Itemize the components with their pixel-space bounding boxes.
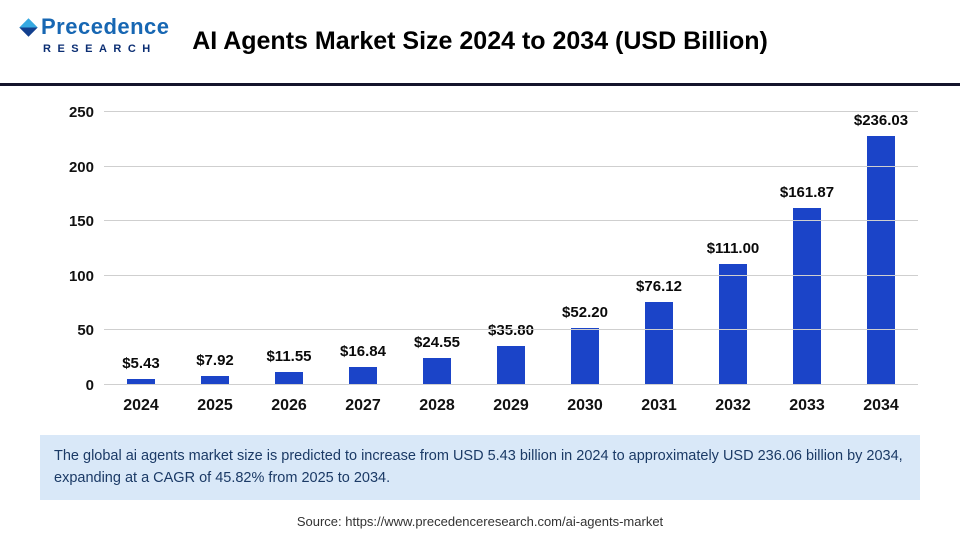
bar xyxy=(349,366,377,385)
y-tick-label: 50 xyxy=(77,322,94,340)
source-text: Source: https://www.precedenceresearch.c… xyxy=(296,513,664,529)
header: Precedence RESEARCH AI Agents Market Siz… xyxy=(0,0,960,86)
bar-group: $35.80 xyxy=(474,112,548,385)
bar-value-label: $16.84 xyxy=(340,342,386,360)
bar-value-label: $5.43 xyxy=(122,355,160,373)
x-axis-label: 2032 xyxy=(715,397,751,414)
x-axis-label: 2033 xyxy=(789,397,825,414)
bar xyxy=(275,372,303,385)
bar-group: $24.55 xyxy=(400,112,474,385)
gridline xyxy=(104,329,918,331)
bar-value-label: $11.55 xyxy=(266,348,312,366)
x-axis-label: 2029 xyxy=(493,397,529,414)
logo-line1: Precedence xyxy=(19,14,170,40)
bar-value-label: $76.12 xyxy=(636,277,682,295)
x-axis-label: 2031 xyxy=(641,397,677,414)
bar xyxy=(201,376,229,385)
x-axis-label: 2030 xyxy=(567,397,603,414)
logo-diamond-icon xyxy=(19,17,38,37)
bar xyxy=(497,345,525,385)
bar-group: $5.43 xyxy=(104,112,178,385)
bar-group: $11.55 xyxy=(252,112,326,385)
logo-brand-subtitle: RESEARCH xyxy=(43,43,157,55)
summary-note: The global ai agents market size is pred… xyxy=(40,435,920,500)
y-tick-label: 200 xyxy=(68,158,94,176)
gridline xyxy=(104,274,918,276)
gridline xyxy=(104,220,918,222)
gridline xyxy=(104,384,918,385)
bar xyxy=(793,208,821,385)
bar-group: $76.12 xyxy=(622,112,696,385)
bar xyxy=(571,328,599,385)
bar xyxy=(423,358,451,385)
y-tick-label: 100 xyxy=(68,267,94,285)
x-axis-label: 2025 xyxy=(197,397,233,414)
bar-value-label: $24.55 xyxy=(414,334,460,352)
bar-value-label: $35.80 xyxy=(488,321,534,339)
bar xyxy=(127,379,155,385)
bars-container: $5.43 $7.92 $11.55 $16.84 $24.55 $35.80 $52.20… xyxy=(104,112,918,385)
summary-note-text: The global ai agents market size is pred… xyxy=(54,448,903,487)
bar-group: $52.20 xyxy=(548,112,622,385)
bar xyxy=(645,301,673,385)
x-axis-label: 2024 xyxy=(123,397,159,414)
x-axis-label: 2027 xyxy=(345,397,381,414)
gridline xyxy=(104,165,918,167)
y-tick-label: 250 xyxy=(68,104,94,121)
gridline xyxy=(104,111,918,112)
logo: Precedence RESEARCH xyxy=(19,14,170,55)
page-title: AI Agents Market Size 2024 to 2034 (USD … xyxy=(192,27,768,55)
bar-value-label: $111.00 xyxy=(706,239,760,257)
logo-brand-name: Precedence xyxy=(41,14,170,39)
y-tick-label: 150 xyxy=(68,213,94,231)
bar xyxy=(719,263,747,385)
bar-group: $7.92 xyxy=(178,112,252,385)
bar xyxy=(867,136,895,385)
bar-value-label: $236.03 xyxy=(853,112,909,129)
x-axis-label: 2028 xyxy=(419,397,455,414)
x-axis-label: 2026 xyxy=(271,397,307,414)
bar-value-label: $161.87 xyxy=(779,184,835,202)
bar-chart: $5.43 $7.92 $11.55 $16.84 $24.55 $35.80 $52.20… xyxy=(42,104,918,415)
x-axis-labels: 2024 2025 2026 2027 2028 2029 2030 2031 2032 2033… xyxy=(104,397,918,415)
bar-value-label: $7.92 xyxy=(196,352,234,370)
bar-group: $236.03 xyxy=(844,112,918,385)
bar-group: $111.00 xyxy=(696,112,770,385)
bar-group: $161.87 xyxy=(770,112,844,385)
bar-value-label: $52.20 xyxy=(562,304,608,321)
plot-area: $5.43 $7.92 $11.55 $16.84 $24.55 $35.80 $52.20… xyxy=(69,104,918,394)
bar-group: $16.84 xyxy=(326,112,400,385)
x-axis-label: 2034 xyxy=(863,397,899,414)
y-tick-label: 0 xyxy=(85,377,94,394)
